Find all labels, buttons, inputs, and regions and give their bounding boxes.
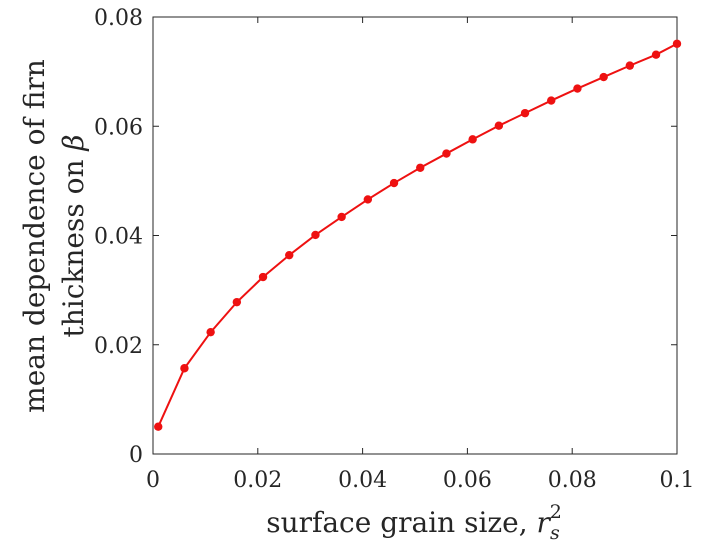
data-point (494, 121, 504, 130)
x-tick-label: 0.08 (548, 468, 597, 493)
x-axis-label: surface grain size, rs2 (266, 501, 562, 544)
data-point (573, 84, 582, 93)
y-tick-label: 0.08 (94, 6, 143, 31)
x-tick-label: 0.02 (233, 468, 282, 493)
data-point (180, 364, 189, 373)
data-point (625, 61, 635, 70)
plot-area-frame (152, 16, 678, 455)
data-point (599, 72, 608, 82)
data-point (520, 108, 530, 118)
y-tick-label: 0.04 (94, 225, 143, 250)
data-point (363, 195, 373, 204)
y-tick-label: 0.02 (94, 334, 143, 359)
y-axis-label-line-2-text: thickness on (57, 151, 90, 338)
data-point (258, 272, 268, 282)
data-point (389, 178, 399, 188)
x-axis: 0 0.02 0.04 0.06 0.08 0.1 (146, 17, 695, 493)
x-axis-label-text: surface grain size, (266, 506, 536, 539)
x-tick-label: 0.04 (338, 468, 387, 493)
y-axis-label-line-2: thickness on β (57, 134, 90, 337)
x-axis-label-variable: r (537, 506, 552, 539)
y-tick-label: 0.06 (94, 115, 143, 140)
data-point (547, 96, 556, 105)
data-point (416, 163, 425, 172)
data-point (154, 422, 163, 431)
data-point (311, 230, 320, 240)
y-axis: 0 0.02 0.04 0.06 0.08 (94, 6, 677, 468)
y-tick-label: 0 (129, 443, 143, 468)
series-line (157, 42, 678, 428)
data-point (206, 327, 215, 337)
series-layer (154, 39, 682, 431)
data-point (285, 250, 294, 260)
data-point (672, 39, 682, 48)
data-point (337, 212, 346, 222)
x-axis-label-subscript: s (550, 522, 560, 544)
x-tick-label: 0.06 (443, 468, 492, 493)
y-axis-label-line-2-variable: β (57, 134, 90, 151)
y-axis-label-line-1: mean dependence of firn (18, 59, 51, 413)
data-point (232, 297, 242, 307)
data-point (651, 50, 661, 59)
data-point (468, 135, 477, 144)
x-tick-label: 0 (146, 468, 160, 493)
data-point (442, 149, 451, 158)
x-axis-label-superscript: 2 (550, 501, 562, 523)
x-tick-label: 0.1 (660, 468, 695, 493)
